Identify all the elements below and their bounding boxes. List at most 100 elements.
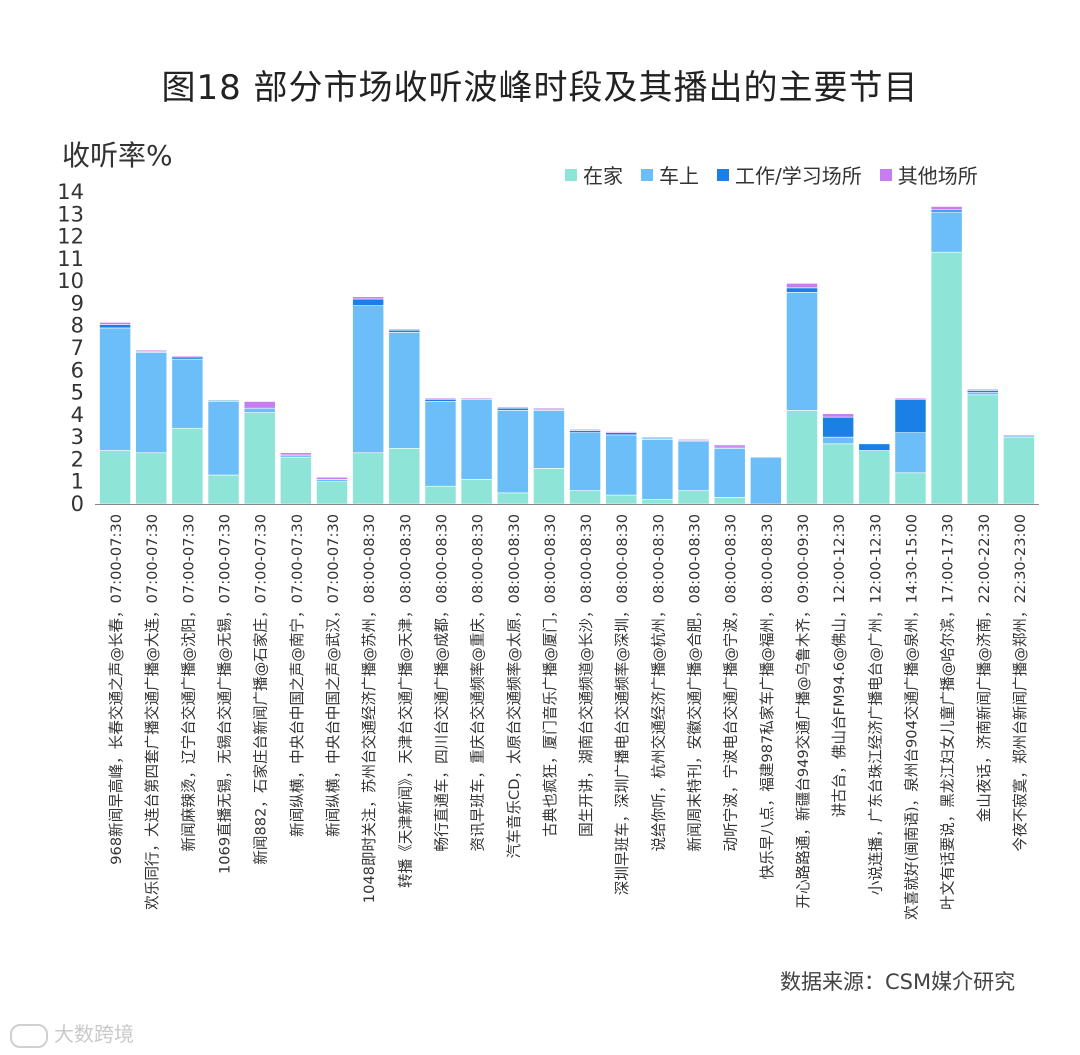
bar-segment-3 <box>1003 434 1035 437</box>
y-tick-label: 1 <box>71 470 84 494</box>
bar-segment-1 <box>207 401 240 476</box>
bar-segment-0 <box>496 492 529 505</box>
x-tick-label: 新闻纵横，中央台中国之声@南宁，07:00-07:30 <box>288 514 306 837</box>
bar-segment-0 <box>135 452 168 505</box>
watermark: 大数跨境 <box>10 1018 134 1048</box>
bar-segment-0 <box>930 251 963 505</box>
bar-segment-1 <box>713 447 746 498</box>
bar-segment-3 <box>243 401 276 409</box>
bar-segment-0 <box>677 490 710 505</box>
bar-segment-3 <box>533 407 565 410</box>
x-tick-label: 新闻麻辣烫，辽宁台交通广播@沈阳，07:00-07:30 <box>179 514 197 851</box>
bar-segment-2 <box>496 407 529 411</box>
bar-segment-2 <box>424 398 457 402</box>
bar-segment-1 <box>569 432 601 491</box>
x-tick-label: 古典也疯狂，厦门音乐广播@厦门，08:00-08:30 <box>542 514 559 837</box>
x-tick-label: 新闻纵横，中央台中国之声@武汉，07:00-07:30 <box>324 514 342 837</box>
x-tick-label: 新闻周末特刊，安徽交通广播@合肥，08:00-08:30 <box>686 514 704 851</box>
y-tick-label: 4 <box>71 403 84 427</box>
y-tick-label: 2 <box>71 447 84 471</box>
y-tick-label: 10 <box>57 269 84 293</box>
bar-segment-2 <box>99 324 131 329</box>
legend-item-other: 其他场所 <box>879 160 978 189</box>
y-axis-label: 收听率% <box>62 139 173 172</box>
bar-segment-0 <box>424 485 457 505</box>
bar-segment-0 <box>533 468 565 505</box>
bar-segment-0 <box>966 394 999 505</box>
y-tick-label: 5 <box>71 381 84 405</box>
x-tick-label: 小说连播，广东台珠江经济广播电台@广州，12:00-12:30 <box>867 514 884 895</box>
bar-segment-0 <box>99 450 131 505</box>
x-tick-label: 深圳早班车，深圳广播电台交通频率@深圳，08:00-08:30 <box>613 514 631 895</box>
bar-segment-1 <box>533 410 565 469</box>
bar-segment-0 <box>569 490 601 505</box>
bar-segment-2 <box>388 329 421 333</box>
chart-title: 图18 部分市场收听波峰时段及其播出的主要节目 <box>161 68 919 108</box>
bar-segment-3 <box>460 397 493 400</box>
bar-segment-2 <box>171 356 204 360</box>
x-tick-label: 欢乐同行，大连台第四套广播交通广播@大连，07:00-07:30 <box>143 514 161 910</box>
bar-segment-2 <box>207 400 240 402</box>
bar-segment-3 <box>496 406 529 409</box>
bar-segment-0 <box>460 479 493 505</box>
bar-segment-0 <box>171 427 204 505</box>
x-tick-label: 新闻882，石家庄台新闻广播@石家庄，07:00-07:30 <box>252 514 270 865</box>
x-tick-label: 资讯早班车，重庆台交通频率@重庆，08:00-08:30 <box>469 514 487 851</box>
x-tick-label: 说给你听，杭州交通经济广播@杭州，08:00-08:30 <box>649 514 667 851</box>
bar-segment-3 <box>641 436 674 439</box>
x-tick-label: 动听宁波，宁波电台交通广播@宁波，08:00-08:30 <box>722 514 740 851</box>
bar-segment-1 <box>316 479 348 483</box>
bar-segment-0 <box>316 481 348 505</box>
bar-segment-1 <box>749 456 782 505</box>
x-tick-label: 欢喜就好(闽南语)，泉州台904交通广播@泉州，14:30-15:00 <box>902 514 920 920</box>
bar-segment-3 <box>316 476 348 480</box>
bar-segment-0 <box>641 499 674 505</box>
x-tick-label: 转播《天津新闻》，天津台交通广播@天津，08:00-08:30 <box>396 514 414 888</box>
x-tick-label: 畅行直通车，四川台交通广播@成都，08:00-08:30 <box>432 514 450 851</box>
x-tick-label: 1069直播无锡，无锡台交通广播@无锡，07:00-07:30 <box>216 514 234 874</box>
bar-segment-0 <box>713 497 746 505</box>
bar-segment-3 <box>424 397 457 400</box>
bar-segment-3 <box>352 296 385 300</box>
legend-label-other: 其他场所 <box>897 164 978 188</box>
bar-segment-3 <box>605 431 638 433</box>
y-tick-label: 12 <box>57 225 84 249</box>
bar-segment-3 <box>279 452 312 456</box>
legend: 在家 车上 工作/学习场所 其他场所 <box>565 160 978 189</box>
y-tick-label: 9 <box>71 291 84 315</box>
bar-segment-0 <box>1003 436 1035 505</box>
bar-segment-2 <box>966 390 999 393</box>
bar-segment-3 <box>822 413 854 418</box>
bar-segment-0 <box>207 474 240 505</box>
data-source: 数据来源：CSM媒介研究 <box>780 970 1016 994</box>
bar-segment-1 <box>677 441 710 491</box>
bar-segment-3 <box>930 206 963 211</box>
legend-item-home: 在家 <box>565 160 623 189</box>
x-tick-label: 968新闻早高峰，长春交通之声@长春，07:00-07:30 <box>107 514 125 865</box>
bar-segment-0 <box>858 450 891 505</box>
bar-segment-3 <box>966 388 999 391</box>
y-tick-label: 0 <box>71 492 84 516</box>
bar-segment-2 <box>894 398 927 433</box>
bar-segment-2 <box>569 430 601 433</box>
legend-swatch-work <box>717 168 729 181</box>
y-tick-label: 11 <box>57 247 84 271</box>
bar-segment-3 <box>569 429 601 431</box>
legend-item-car: 车上 <box>641 160 699 189</box>
x-tick-label: 汽车音乐CD，太原台交通频率@太原，08:00-08:30 <box>505 514 523 858</box>
bar-segment-1 <box>243 407 276 413</box>
bar-segment-0 <box>352 452 385 505</box>
x-tick-label: 讲古台，佛山台FM94.6@佛山，12:00-12:30 <box>831 514 848 817</box>
bar-segment-0 <box>388 447 421 505</box>
legend-swatch-car <box>641 168 653 181</box>
bar-segment-1 <box>786 291 818 411</box>
bar-segment-0 <box>894 472 927 505</box>
legend-label-work: 工作/学习场所 <box>735 164 862 188</box>
bar-segment-3 <box>894 397 927 400</box>
bar-segment-3 <box>713 444 746 448</box>
y-tick-label: 6 <box>71 358 84 382</box>
legend-label-car: 车上 <box>659 164 699 188</box>
legend-swatch-home <box>565 168 577 181</box>
bar-segment-3 <box>171 355 204 358</box>
x-tick-label: 叶文有话要说，黑龙江妇女儿童广播@哈尔滨，17:00-17:30 <box>939 514 957 910</box>
